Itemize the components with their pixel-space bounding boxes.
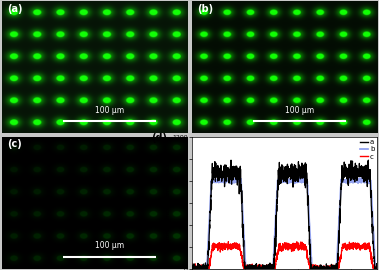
Y-axis label: Fluorescence intensity (a.u.): Fluorescence intensity (a.u.): [166, 158, 171, 248]
Text: (c): (c): [8, 139, 22, 149]
Text: 100 μm: 100 μm: [285, 106, 314, 115]
Text: 100 μm: 100 μm: [95, 106, 124, 115]
Text: (d): (d): [151, 133, 167, 143]
Text: 100 μm: 100 μm: [95, 241, 124, 250]
Text: (b): (b): [197, 4, 213, 14]
Legend: a, b, c: a, b, c: [359, 139, 375, 160]
Text: (a): (a): [8, 4, 23, 14]
